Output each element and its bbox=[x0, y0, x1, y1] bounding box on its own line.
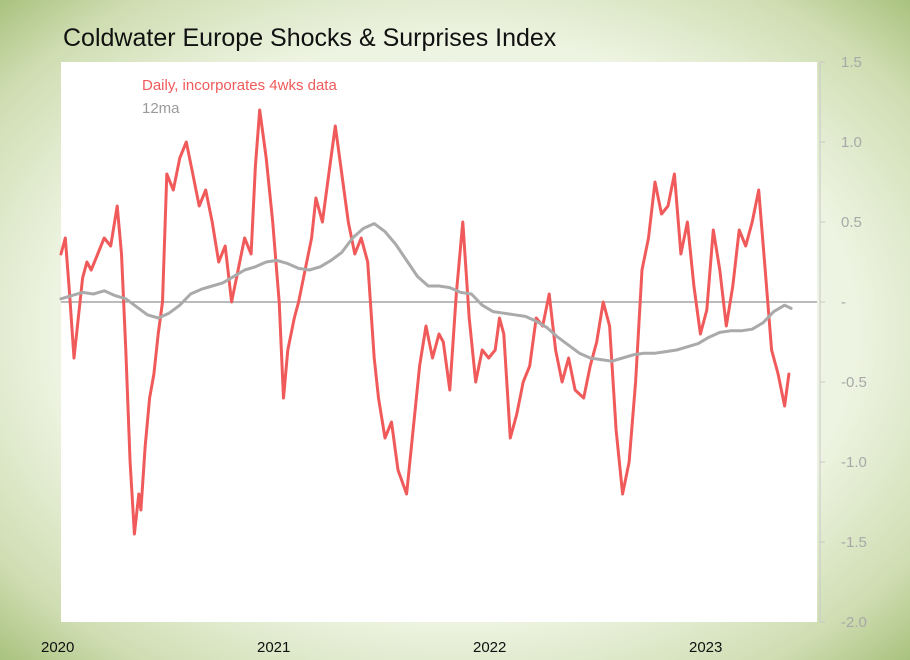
legend-12ma: 12ma bbox=[142, 100, 180, 117]
x-tick-label: 2023 bbox=[689, 639, 722, 656]
x-tick-label: 2021 bbox=[257, 639, 290, 656]
chart-title: Coldwater Europe Shocks & Surprises Inde… bbox=[63, 24, 557, 52]
y-tick-label: 0.5 bbox=[841, 214, 862, 231]
y-tick-label: -2.0 bbox=[841, 614, 867, 631]
y-tick-label: - bbox=[841, 294, 846, 311]
plot-area bbox=[61, 62, 817, 622]
x-tick-label: 2022 bbox=[473, 639, 506, 656]
y-tick-label: -0.5 bbox=[841, 374, 867, 391]
series-line-1 bbox=[59, 222, 793, 363]
y-tick-label: 1.0 bbox=[841, 134, 862, 151]
x-tick-label: 2020 bbox=[41, 639, 74, 656]
y-tick-label: -1.5 bbox=[841, 534, 867, 551]
y-tick-label: -1.0 bbox=[841, 454, 867, 471]
y-tick-label: 1.5 bbox=[841, 54, 862, 71]
series-line-0 bbox=[59, 108, 791, 536]
legend-daily: Daily, incorporates 4wks data bbox=[142, 77, 337, 94]
